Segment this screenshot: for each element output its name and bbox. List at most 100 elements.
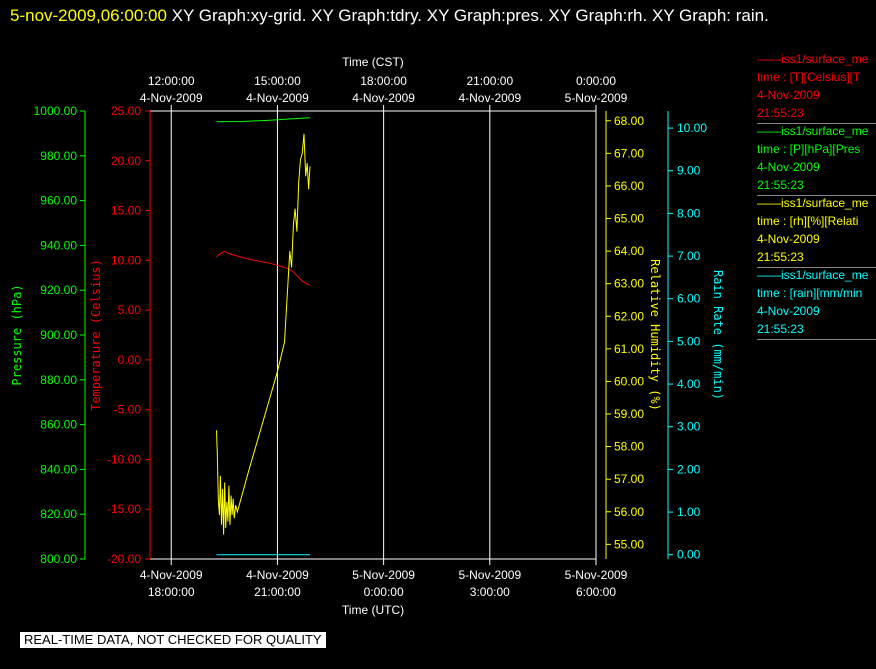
temperature-tick-label: -15.00 <box>107 502 141 516</box>
legend-series-label: iss1/surface_me <box>781 124 869 138</box>
humidity-tick-label: 57.00 <box>614 472 644 486</box>
x-top-tick-date: 5-Nov-2009 <box>565 91 628 105</box>
rain-tick-label: 4.00 <box>677 377 701 391</box>
pressure-tick-label: 880.00 <box>40 373 77 387</box>
legend-time: 21:55:23 <box>757 322 804 336</box>
humidity-tick-label: 68.00 <box>614 114 644 128</box>
humidity-tick-label: 66.00 <box>614 179 644 193</box>
graph-titles: XY Graph:xy-grid. XY Graph:tdry. XY Grap… <box>171 6 769 25</box>
legend-separator <box>757 267 876 268</box>
humidity-tick-label: 58.00 <box>614 440 644 454</box>
rain-tick-label: 7.00 <box>677 249 701 263</box>
legend-time: 21:55:23 <box>757 106 804 120</box>
legend-series-label: iss1/surface_me <box>781 52 869 66</box>
legend-line-swatch: —— <box>757 196 781 210</box>
legend-date: 4-Nov-2009 <box>757 304 820 318</box>
x-bottom-axis-label: Time (UTC) <box>342 603 404 617</box>
legend-series-label: iss1/surface_me <box>781 196 869 210</box>
legend-entry: ——iss1/surface_me time : [P][hPa][Pres 4-N… <box>757 122 876 196</box>
legend-series-name: ——iss1/surface_me <box>757 122 876 140</box>
series-line-pressure <box>216 117 311 123</box>
rain-tick-label: 0.00 <box>677 548 701 562</box>
humidity-tick-label: 56.00 <box>614 505 644 519</box>
rain-tick-label: 5.00 <box>677 334 701 348</box>
legend-series-info: time : [rh][%][Relati <box>757 214 859 228</box>
rain-tick-label: 9.00 <box>677 164 701 178</box>
temperature-tick-label: 5.00 <box>118 303 142 317</box>
x-top-tick-time: 12:00:00 <box>148 74 195 88</box>
legend-time: 21:55:23 <box>757 178 804 192</box>
rain-tick-label: 1.00 <box>677 505 701 519</box>
x-bottom-tick-time: 21:00:00 <box>254 585 301 599</box>
x-bottom-tick-time: 3:00:00 <box>470 585 510 599</box>
legend-line-swatch: —— <box>757 124 781 138</box>
legend-separator <box>757 195 876 196</box>
x-bottom-tick-date: 4-Nov-2009 <box>140 568 203 582</box>
rain-tick-label: 10.00 <box>677 121 707 135</box>
x-top-tick-date: 4-Nov-2009 <box>140 91 203 105</box>
pressure-tick-label: 920.00 <box>40 283 77 297</box>
pressure-tick-label: 940.00 <box>40 238 77 252</box>
legend-separator <box>757 339 876 340</box>
x-top-tick-date: 4-Nov-2009 <box>352 91 415 105</box>
temperature-tick-label: 25.00 <box>111 104 141 118</box>
humidity-tick-label: 61.00 <box>614 342 644 356</box>
legend-line-swatch: —— <box>757 52 781 66</box>
pressure-tick-label: 840.00 <box>40 462 77 476</box>
rain-tick-label: 8.00 <box>677 206 701 220</box>
x-top-tick-time: 21:00:00 <box>466 74 513 88</box>
pressure-tick-label: 820.00 <box>40 507 77 521</box>
temperature-tick-label: -20.00 <box>107 552 141 566</box>
legend-date: 4-Nov-2009 <box>757 160 820 174</box>
temperature-tick-label: -5.00 <box>114 403 142 417</box>
graph-title-bar: 5-nov-2009,06:00:00 XY Graph:xy-grid. XY… <box>10 2 860 30</box>
pressure-axis-title: Pressure (hPa) <box>10 284 24 385</box>
quality-disclaimer: REAL-TIME DATA, NOT CHECKED FOR QUALITY <box>20 632 326 648</box>
legend-time: 21:55:23 <box>757 250 804 264</box>
legend-date: 4-Nov-2009 <box>757 232 820 246</box>
x-top-tick-date: 4-Nov-2009 <box>246 91 309 105</box>
x-bottom-tick-date: 5-Nov-2009 <box>352 568 415 582</box>
plot-frame <box>149 110 597 560</box>
x-top-tick-time: 15:00:00 <box>254 74 301 88</box>
humidity-tick-label: 64.00 <box>614 244 644 258</box>
current-datetime: 5-nov-2009,06:00:00 <box>10 6 167 25</box>
legend-series-name: ——iss1/surface_me <box>757 194 876 212</box>
temperature-tick-label: 15.00 <box>111 204 141 218</box>
series-line-temperature <box>216 250 311 286</box>
rain-tick-label: 2.00 <box>677 462 701 476</box>
pressure-tick-label: 960.00 <box>40 194 77 208</box>
x-bottom-tick-time: 18:00:00 <box>148 585 195 599</box>
legend-date: 4-Nov-2009 <box>757 88 820 102</box>
x-top-axis-label: Time (CST) <box>342 55 404 69</box>
humidity-tick-label: 63.00 <box>614 277 644 291</box>
rain-tick-label: 6.00 <box>677 292 701 306</box>
legend-series-info: time : [T][Celsius][T <box>757 70 861 84</box>
legend-series-label: iss1/surface_me <box>781 268 869 282</box>
legend-series-name: ——iss1/surface_me <box>757 266 876 284</box>
x-bottom-tick-date: 4-Nov-2009 <box>246 568 309 582</box>
series-line-humidity <box>216 133 311 535</box>
humidity-tick-label: 62.00 <box>614 309 644 323</box>
legend-separator <box>757 123 876 124</box>
x-top-tick-time: 0:00:00 <box>576 74 616 88</box>
humidity-tick-label: 59.00 <box>614 407 644 421</box>
temperature-tick-label: 10.00 <box>111 253 141 267</box>
humidity-tick-label: 60.00 <box>614 374 644 388</box>
temperature-axis-title: Temperature (Celsius) <box>89 259 103 411</box>
humidity-axis-title: Relative Humidity (%) <box>648 259 662 411</box>
legend-series-info: time : [rain][mm/min <box>757 286 863 300</box>
pressure-tick-label: 1000.00 <box>34 104 78 118</box>
pressure-tick-label: 980.00 <box>40 149 77 163</box>
x-bottom-tick-time: 0:00:00 <box>364 585 404 599</box>
x-bottom-tick-date: 5-Nov-2009 <box>565 568 628 582</box>
legend-series-name: ——iss1/surface_me <box>757 50 876 68</box>
pressure-tick-label: 860.00 <box>40 418 77 432</box>
rain-tick-label: 3.00 <box>677 420 701 434</box>
rain-axis-title: Rain Rate (mm/min) <box>711 270 725 400</box>
temperature-tick-label: -10.00 <box>107 452 141 466</box>
